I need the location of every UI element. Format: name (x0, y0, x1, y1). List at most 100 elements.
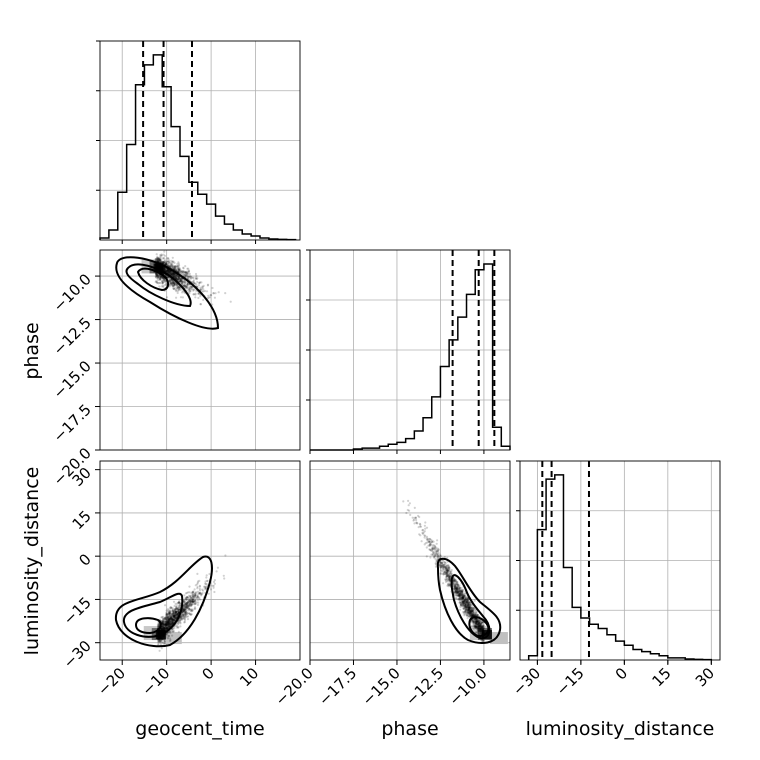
sample-point (172, 274, 175, 278)
sample-point (170, 283, 173, 286)
sample-point (186, 270, 189, 273)
sample-point (165, 611, 168, 615)
sample-point (187, 615, 190, 618)
sample-point (198, 281, 201, 285)
sample-point (175, 611, 178, 614)
x-tick-label: −17.5 (315, 664, 360, 709)
sample-point (170, 612, 173, 616)
sample-point (170, 281, 173, 285)
sample-point (192, 597, 195, 601)
sample-point (172, 285, 175, 288)
sample-point (166, 613, 169, 617)
sample-point (161, 281, 164, 284)
sample-point (191, 601, 194, 604)
sample-point (187, 270, 190, 273)
sample-point (166, 269, 169, 272)
sample-point (187, 286, 190, 289)
sample-point (178, 277, 181, 281)
sample-point (188, 585, 191, 588)
sample-point (207, 294, 210, 297)
sample-point (182, 266, 185, 269)
sample-point (158, 258, 161, 261)
sample-point (183, 273, 186, 276)
sample-point (171, 609, 174, 612)
sample-point (193, 593, 196, 596)
sample-point (193, 588, 196, 591)
sample-point (178, 604, 181, 607)
sample-point (165, 620, 168, 623)
sample-point (196, 580, 200, 583)
sample-point (162, 253, 165, 256)
sample-point (156, 264, 159, 267)
sample-point (198, 589, 202, 592)
sample-point (199, 286, 202, 289)
sample-point (176, 278, 179, 281)
sample-point (156, 265, 159, 268)
sample-point (178, 267, 181, 270)
sample-point (178, 279, 182, 282)
sample-point (206, 283, 210, 286)
sample-point (171, 621, 174, 624)
sample-point (171, 622, 174, 625)
sample-point (173, 282, 176, 285)
sample-point (168, 279, 171, 282)
sample-point (156, 273, 159, 276)
sample-point (459, 608, 462, 611)
sample-point (162, 261, 165, 264)
sample-point (157, 275, 160, 278)
sample-point (189, 285, 192, 288)
sample-point (155, 280, 158, 283)
sample-point (163, 279, 166, 282)
sample-point (178, 269, 181, 272)
sample-point (166, 276, 169, 279)
sample-point (183, 281, 186, 284)
sample-point (186, 612, 189, 615)
sample-point (175, 275, 178, 278)
sample-point (172, 273, 175, 276)
sample-point (156, 274, 159, 277)
sample-point (162, 635, 165, 638)
sample-point (169, 263, 172, 266)
sample-point (178, 280, 182, 283)
sample-point (186, 591, 189, 595)
sample-point (170, 273, 174, 276)
sample-point (157, 274, 160, 277)
sample-point (164, 261, 167, 264)
sample-point (163, 257, 166, 260)
sample-point (162, 623, 165, 626)
sample-point (167, 277, 170, 280)
y-tick-label: −12.5 (50, 314, 95, 359)
sample-point (194, 594, 197, 597)
sample-point (181, 296, 184, 299)
sample-point (169, 610, 172, 613)
sample-point (159, 277, 162, 281)
sample-point (458, 585, 461, 588)
sample-point (156, 264, 159, 267)
sample-point (163, 268, 166, 271)
sample-point (184, 271, 187, 274)
sample-point (163, 268, 166, 272)
sample-point (165, 270, 168, 273)
sample-point (164, 624, 167, 627)
sample-point (166, 637, 170, 640)
x-tick-label: −30 (509, 664, 544, 699)
sample-point (202, 290, 205, 293)
sample-point (475, 627, 478, 630)
sample-point (162, 267, 165, 270)
sample-point (162, 256, 165, 259)
sample-point (164, 624, 167, 627)
sample-point (158, 260, 161, 263)
sample-point (156, 257, 159, 260)
sample-point (167, 258, 170, 261)
sample-point (168, 617, 171, 620)
sample-point (176, 611, 180, 614)
sample-point (417, 514, 420, 517)
sample-point (177, 261, 180, 264)
sample-point (168, 618, 171, 621)
sample-point (164, 604, 167, 607)
sample-point (185, 601, 188, 605)
x-tick-label: −12.5 (402, 664, 447, 709)
sample-point (162, 260, 165, 263)
sample-point (175, 288, 178, 291)
sample-point (168, 280, 171, 283)
